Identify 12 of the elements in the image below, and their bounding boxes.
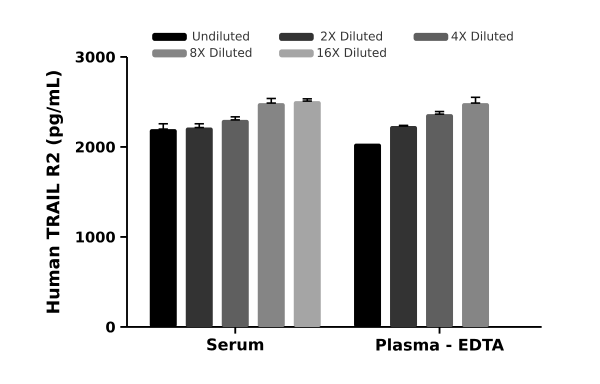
x-tick-label: Plasma - EDTA (376, 338, 504, 351)
x-tick-label: Serum (207, 338, 264, 350)
y-tick-label: 1000 (76, 231, 115, 243)
y-tick-label: 0 (106, 321, 115, 333)
legend-label: 4X Diluted (452, 31, 513, 41)
y-tick-label: 3000 (76, 51, 115, 63)
y-tick-label: 2000 (76, 141, 115, 153)
legend-label: 16X Diluted (318, 48, 386, 58)
legend-label: 2X Diluted (321, 31, 382, 41)
legend-label: Undiluted (193, 31, 249, 41)
y-axis-title: Human TRAIL R2 (pg/mL) (46, 71, 63, 313)
legend-label: 8X Diluted (190, 48, 252, 58)
